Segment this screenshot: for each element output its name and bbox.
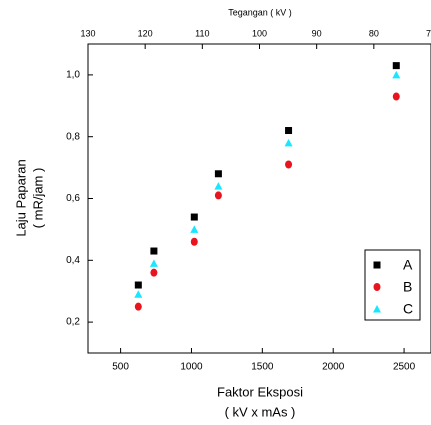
- data-point: [134, 302, 142, 311]
- y-tick-label: 0,8: [66, 131, 80, 142]
- x2-tick-label: 120: [138, 28, 153, 38]
- y-axis-title: Laju Paparan: [13, 159, 28, 236]
- x2-tick-label: 70: [426, 28, 431, 38]
- data-point: [150, 247, 158, 255]
- y-tick-label: 1,0: [66, 70, 80, 81]
- x-axis-title: ( kV x mAs ): [225, 404, 296, 419]
- data-point: [190, 213, 198, 221]
- x2-tick-label: 110: [195, 28, 209, 38]
- x-tick-label: 500: [112, 362, 129, 373]
- data-point: [285, 160, 293, 169]
- legend-marker: [373, 283, 381, 291]
- x2-tick-label: 80: [369, 28, 379, 38]
- y-tick-label: 0,6: [66, 193, 80, 204]
- x-tick-label: 1500: [251, 362, 274, 373]
- data-point: [214, 182, 223, 190]
- data-point: [134, 281, 142, 289]
- x-tick-label: 1000: [180, 362, 203, 373]
- legend-label: C: [403, 301, 413, 317]
- data-point: [392, 92, 400, 101]
- data-point: [190, 225, 199, 233]
- x2-tick-label: 130: [80, 28, 95, 38]
- x-tick-label: 2500: [393, 362, 416, 373]
- data-point: [149, 259, 158, 267]
- legend-marker: [373, 261, 381, 269]
- data-point: [190, 237, 198, 246]
- data-point: [392, 70, 401, 79]
- y-axis-title: ( mR/jam ): [30, 168, 45, 229]
- data-point: [285, 127, 293, 135]
- x2-tick-label: 90: [312, 28, 322, 38]
- data-point: [214, 191, 222, 200]
- data-point: [150, 268, 158, 277]
- x-axis-title: Faktor Eksposi: [217, 384, 303, 399]
- x2-axis-title: Tegangan ( kV ): [228, 7, 292, 17]
- y-tick-label: 0,2: [66, 317, 80, 328]
- data-point: [214, 170, 222, 178]
- legend-label: A: [403, 257, 413, 273]
- data-point: [284, 138, 293, 147]
- x2-tick-label: 100: [252, 28, 267, 38]
- data-point: [134, 290, 143, 298]
- legend-label: B: [403, 279, 412, 295]
- x-tick-label: 2000: [322, 362, 345, 373]
- y-tick-label: 0,4: [66, 255, 80, 266]
- data-point: [392, 62, 400, 70]
- legend-marker: [373, 305, 381, 313]
